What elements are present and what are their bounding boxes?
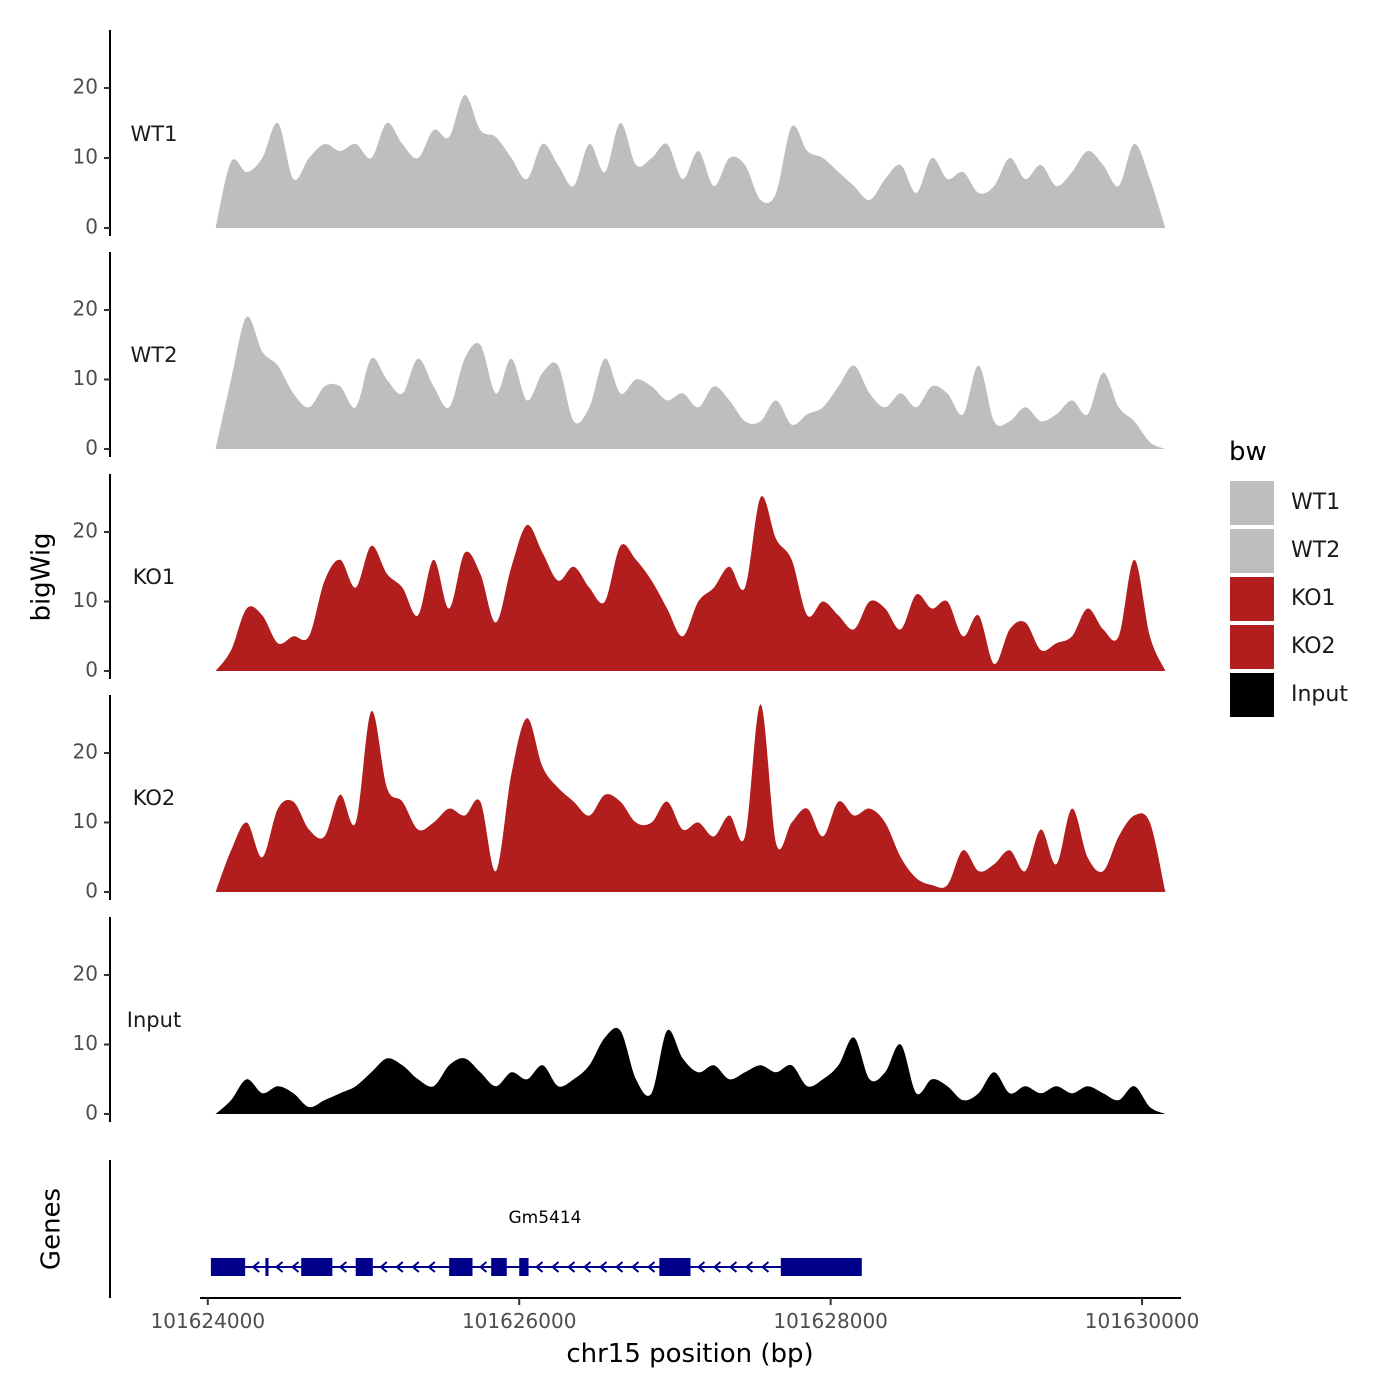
y-tick-label: 0 <box>85 879 98 903</box>
legend-label-ko2: KO2 <box>1291 634 1336 659</box>
y-tick-label: 0 <box>85 436 98 460</box>
gene-exon <box>301 1258 333 1276</box>
legend-label-wt1: WT1 <box>1291 490 1340 515</box>
y-tick-label: 10 <box>73 366 98 390</box>
strand-arrow <box>646 1261 656 1273</box>
strand-arrow <box>614 1261 624 1273</box>
legend-swatch-input <box>1228 671 1276 719</box>
genes-panel: Genes Gm5414 <box>37 1160 862 1298</box>
legend-swatch-ko1 <box>1228 575 1276 623</box>
gene-exon <box>780 1258 862 1276</box>
track-panel-input: 0 10 20 Input <box>73 917 1166 1125</box>
legend-swatch-ko2 <box>1228 623 1276 671</box>
y-tick-label: 10 <box>73 1031 98 1055</box>
track-label-wt1: WT1 <box>131 122 178 146</box>
signal-area-wt1 <box>215 94 1166 229</box>
y-tick-label: 10 <box>73 809 98 833</box>
signal-area-wt2 <box>215 316 1166 449</box>
gene-exon <box>659 1258 691 1276</box>
y-tick-label: 10 <box>73 588 98 612</box>
x-axis: 101624000 101626000 101628000 101630000 chr… <box>151 1297 1200 1369</box>
y-tick-label: 0 <box>85 658 98 682</box>
strand-arrow <box>712 1261 722 1273</box>
legend-swatch-wt2 <box>1228 527 1276 575</box>
signal-area-input <box>215 1027 1166 1114</box>
y-tick-label: 0 <box>85 1101 98 1125</box>
track-panel-ko1: 0 10 20 KO1 <box>73 474 1166 682</box>
gene-exon <box>449 1258 473 1276</box>
strand-arrow <box>534 1261 544 1273</box>
legend-label-input: Input <box>1291 682 1348 707</box>
legend-swatch-wt1 <box>1228 479 1276 527</box>
strand-arrow <box>290 1261 300 1273</box>
strand-arrow <box>411 1261 420 1273</box>
track-label-input: Input <box>127 1008 181 1032</box>
strand-arrow <box>630 1261 640 1273</box>
x-tick-label: 101628000 <box>773 1309 888 1333</box>
strand-arrow <box>395 1261 404 1273</box>
strand-arrow <box>696 1261 706 1273</box>
track-panel-wt2: 0 10 20 WT2 <box>73 252 1166 460</box>
strand-arrow <box>566 1261 576 1273</box>
track-label-ko2: KO2 <box>133 786 176 810</box>
legend-title: bw <box>1229 437 1267 467</box>
strand-arrow <box>744 1261 754 1273</box>
track-panel-wt1: 0 10 20 WT1 <box>73 30 1166 239</box>
gene-exon <box>355 1258 373 1276</box>
y-tick-label: 20 <box>73 297 98 321</box>
strand-arrow <box>427 1261 436 1273</box>
gene-exon <box>210 1258 246 1276</box>
track-label-ko1: KO1 <box>133 565 176 589</box>
strand-arrow <box>338 1261 347 1273</box>
track-panel-ko2: 0 10 20 KO2 <box>73 695 1166 903</box>
track-panels: 0 10 20 WT1 0 10 20 WT2 0 10 20 KO1 0 10 20 KO2 0 10 20 Inp… <box>73 30 1166 1125</box>
legend-label-ko1: KO1 <box>1291 586 1336 611</box>
genes-axis-title: Genes <box>37 1188 67 1270</box>
legend: bw WT1 WT2 KO1 KO2 Input <box>1228 437 1348 719</box>
strand-arrow <box>582 1261 592 1273</box>
y-tick-label: 0 <box>85 215 98 239</box>
y-axis-title: bigWig <box>27 532 57 621</box>
signal-area-ko2 <box>215 704 1166 892</box>
track-label-wt2: WT2 <box>131 343 178 367</box>
y-tick-label: 20 <box>73 75 98 99</box>
x-axis-title: chr15 position (bp) <box>566 1339 813 1369</box>
gene-exon <box>491 1258 507 1276</box>
strand-arrow <box>478 1261 488 1273</box>
strand-arrow <box>598 1261 608 1273</box>
strand-arrow <box>550 1261 560 1273</box>
x-tick-label: 101624000 <box>151 1309 266 1333</box>
legend-label-wt2: WT2 <box>1291 538 1340 563</box>
x-ticks: 101624000 101626000 101628000 101630000 <box>151 1298 1200 1333</box>
strand-arrow <box>728 1261 738 1273</box>
strand-arrow <box>274 1261 284 1273</box>
gene-model <box>210 1258 862 1276</box>
gene-exon <box>265 1258 269 1276</box>
gene-name-label: Gm5414 <box>509 1208 582 1228</box>
x-tick-label: 101626000 <box>462 1309 577 1333</box>
y-tick-label: 10 <box>73 145 98 169</box>
gene-exon <box>519 1258 529 1276</box>
signal-area-ko1 <box>215 496 1166 671</box>
strand-arrow <box>379 1261 388 1273</box>
strand-arrow <box>760 1261 770 1273</box>
x-tick-label: 101630000 <box>1085 1309 1200 1333</box>
y-tick-label: 20 <box>73 962 98 986</box>
y-tick-label: 20 <box>73 740 98 764</box>
strand-arrow <box>251 1261 260 1273</box>
legend-entries: WT1 WT2 KO1 KO2 Input <box>1228 479 1348 719</box>
y-tick-label: 20 <box>73 519 98 543</box>
